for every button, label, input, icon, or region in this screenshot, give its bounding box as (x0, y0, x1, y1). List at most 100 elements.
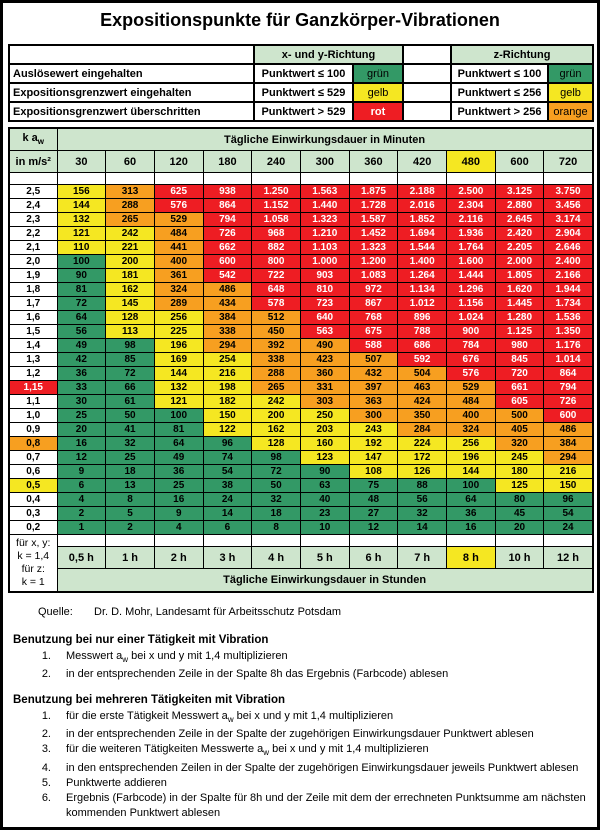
usage-item-number: 6. (41, 791, 51, 804)
points-cell: 1.012 (397, 296, 447, 311)
points-cell: 1.000 (299, 254, 350, 269)
points-cell: 504 (397, 366, 447, 381)
points-cell: 32 (251, 492, 301, 507)
minute-col-header: 240 (251, 150, 301, 173)
table-row: 2,3 132 265 529 794 1.058 1.323 1.587 1.852 2.116… (8, 212, 594, 227)
points-cell: 24 (202, 492, 253, 507)
points-cell: 1.103 (299, 240, 350, 255)
usage-item-text: Messwert aw bei x und y mit 1,4 multipli… (66, 650, 288, 665)
aw-row-label: 1,2 (8, 366, 58, 381)
points-cell: 45 (494, 506, 545, 521)
table-row: 0,8 16 32 64 96 128 160 192 224 256 320 384 (8, 436, 594, 451)
points-cell: 30 (56, 394, 107, 409)
points-cell: 3.174 (543, 212, 594, 227)
points-cell: 605 (494, 394, 545, 409)
points-cell: 121 (56, 226, 107, 241)
aw-row-label: 2,5 (8, 184, 58, 199)
points-cell: 156 (56, 184, 107, 199)
spacer-row-bottom: für x, y: k = 1,4 für z: k = 1 (8, 534, 594, 593)
points-cell: 132 (153, 380, 204, 395)
aw-row-label: 0,6 (8, 464, 58, 479)
points-cell: 1.734 (543, 296, 594, 311)
points-cell: 1.176 (543, 338, 594, 353)
minute-col-header: 180 (202, 150, 253, 173)
points-cell: 1.152 (251, 198, 301, 213)
spacer-cell (56, 534, 107, 547)
spacer-cell (202, 534, 253, 547)
points-cell: 80 (494, 492, 545, 507)
table-row: 1,15 33 66 132 198 265 331 397 463 529 661 794 (8, 380, 594, 395)
points-cell: 1.125 (494, 324, 545, 339)
points-cell: 1.563 (299, 184, 350, 199)
usage-item: 1. Messwert aw bei x und y mit 1,4 multip… (13, 649, 591, 667)
points-cell: 256 (153, 310, 204, 325)
usage-item: 3. für die weiteren Tätigkeiten Messwerte… (13, 742, 591, 760)
points-cell: 900 (446, 324, 496, 339)
points-cell: 4 (153, 520, 204, 535)
points-cell: 72 (56, 296, 107, 311)
points-cell: 1.400 (397, 254, 447, 269)
points-cell: 250 (299, 408, 350, 423)
usage-item-text: in der entsprechenden Zeile in der Spalt… (66, 668, 449, 681)
points-cell: 450 (251, 324, 301, 339)
aw-row-label: 1,6 (8, 310, 58, 325)
hour-col-header: 10 h (494, 546, 545, 569)
points-cell: 32 (397, 506, 447, 521)
aw-row-label: 1,3 (8, 352, 58, 367)
legend-z-rule: Punktwert ≤ 256 (450, 82, 549, 103)
points-cell: 980 (494, 338, 545, 353)
points-cell: 625 (153, 184, 204, 199)
usage-item: 6. Ergebnis (Farbcode) in der Spalte für … (13, 791, 591, 821)
points-cell: 512 (251, 310, 301, 325)
points-cell: 49 (56, 338, 107, 353)
points-cell: 1.200 (348, 254, 399, 269)
points-cell: 16 (56, 436, 107, 451)
points-cell: 90 (56, 268, 107, 283)
points-cell: 98 (251, 450, 301, 465)
usage-item: 4. in den entsprechenden Zeilen in der Sp… (13, 761, 591, 776)
legend-row: Expositionsgrenzwert eingehalten Punktwer… (8, 82, 595, 103)
points-cell: 50 (105, 408, 155, 423)
aw-row-label: 1,15 (8, 380, 58, 395)
table-row: 1,0 25 50 100 150 200 250 300 350 400 500 600 (8, 408, 594, 423)
legend-xy-rule: Punktwert > 529 (253, 101, 354, 122)
minute-col-header: 120 (153, 150, 204, 173)
points-cell: 145 (105, 296, 155, 311)
table-row: 1,8 81 162 324 486 648 810 972 1.134 1.296 1.620 1.… (8, 282, 594, 297)
aw-row-label: 0,7 (8, 450, 58, 465)
points-cell: 294 (202, 338, 253, 353)
points-cell: 48 (348, 492, 399, 507)
points-cell: 1.264 (397, 268, 447, 283)
page-title: Expositionspunkte für Ganzkörper-Vibrati… (100, 10, 500, 30)
spacer-cell (56, 172, 107, 185)
points-cell: 32 (105, 436, 155, 451)
points-cell: 98 (105, 338, 155, 353)
points-cell: 1.452 (348, 226, 399, 241)
minute-col-header: 360 (348, 150, 399, 173)
aw-row-label: 1,1 (8, 394, 58, 409)
spacer-cell (543, 172, 594, 185)
minute-col-header: 720 (543, 150, 594, 173)
table-row: 1,7 72 145 289 434 578 723 867 1.012 1.156 1.445 1.… (8, 296, 594, 311)
aw-row-label: 0,3 (8, 506, 58, 521)
points-cell: 578 (251, 296, 301, 311)
aw-row-label: 0,9 (8, 422, 58, 437)
points-cell: 2.188 (397, 184, 447, 199)
points-cell: 434 (202, 296, 253, 311)
source-text: Dr. D. Mohr, Landesamt für Arbeitsschutz… (94, 606, 341, 618)
usage-item-text: für die erste Tätigkeit Messwert aw bei … (66, 710, 394, 725)
aw-row-label: 2,2 (8, 226, 58, 241)
points-cell: 49 (153, 450, 204, 465)
points-cell: 289 (153, 296, 204, 311)
usage-item: 2. in der entsprechenden Zeile in der Spa… (13, 727, 591, 742)
points-cell: 180 (494, 464, 545, 479)
points-cell: 1.620 (494, 282, 545, 297)
table-row: 0,4 4 8 16 24 32 40 48 56 64 80 96 (8, 492, 594, 507)
minute-col-header: 420 (397, 150, 447, 173)
points-cell: 686 (397, 338, 447, 353)
table-row: 1,5 56 113 225 338 450 563 675 788 900 1.125 1.350 (8, 324, 594, 339)
points-cell: 968 (251, 226, 301, 241)
usage-item-number: 1. (41, 710, 51, 723)
points-cell: 54 (202, 464, 253, 479)
points-cell: 216 (202, 366, 253, 381)
